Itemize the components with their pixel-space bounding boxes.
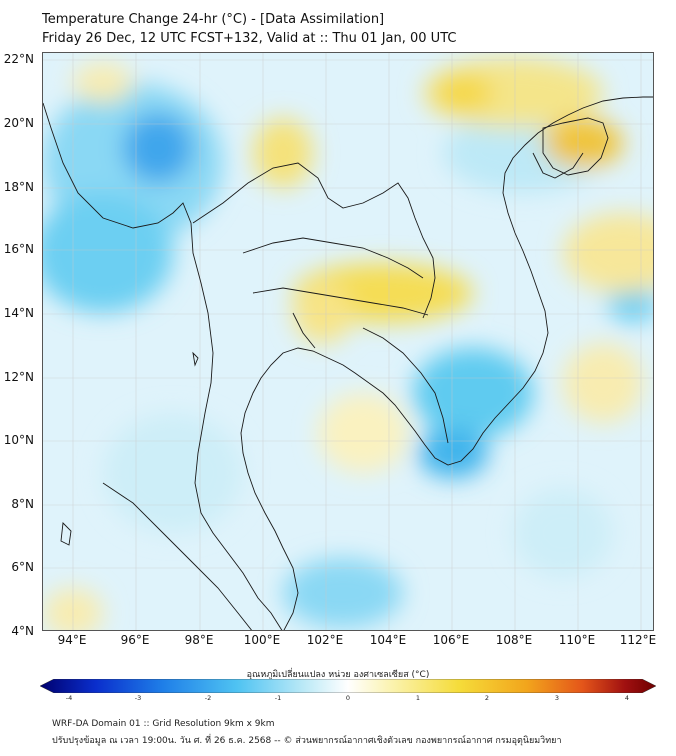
colorbar-tick: 0	[345, 694, 351, 702]
map-canvas	[43, 53, 653, 630]
lat-label-4n: 4°N	[11, 624, 34, 638]
footer-credit: ปรับปรุงข้อมูล ณ เวลา 19:00น. วัน ศ. ที่…	[52, 736, 562, 746]
colorbar-tick: 2	[484, 694, 490, 702]
lon-label-104e: 104°E	[369, 633, 407, 647]
lon-label-98e: 98°E	[184, 633, 214, 647]
lon-label-108e: 108°E	[495, 633, 533, 647]
lon-label-106e: 106°E	[432, 633, 470, 647]
colorbar-tick: 3	[554, 694, 560, 702]
footer-model-info: WRF-DA Domain 01 :: Grid Resolution 9km …	[52, 719, 275, 729]
coastlines	[43, 96, 653, 630]
lon-label-96e: 96°E	[120, 633, 150, 647]
lat-label-6n: 6°N	[11, 560, 34, 574]
lat-label-16n: 16°N	[3, 242, 34, 256]
lon-label-94e: 94°E	[57, 633, 87, 647]
colorbar-tick: 1	[415, 694, 421, 702]
lat-label-8n: 8°N	[11, 497, 34, 511]
lat-label-22n: 22°N	[3, 52, 34, 66]
colorbar-title: อุณหภูมิเปลี่ยนแปลง หน่วย องศาเซลเซียส (…	[246, 670, 430, 680]
colorbar-tick: 4	[624, 694, 630, 702]
colorbar-tick: -2	[204, 694, 212, 702]
lat-label-14n: 14°N	[3, 306, 34, 320]
lon-label-110e: 110°E	[558, 633, 596, 647]
colorbar	[40, 679, 656, 693]
lat-label-18n: 18°N	[3, 180, 34, 194]
map-subtitle: Friday 26 Dec, 12 UTC FCST+132, Valid at…	[42, 31, 457, 46]
lat-label-20n: 20°N	[3, 116, 34, 130]
colorbar-tick: -4	[65, 694, 73, 702]
colorbar-gradient	[40, 679, 656, 693]
colorbar-tick: -3	[134, 694, 142, 702]
grid-lines	[43, 53, 653, 630]
lon-label-100e: 100°E	[243, 633, 281, 647]
map-title: Temperature Change 24-hr (°C) - [Data As…	[42, 12, 385, 27]
colorbar-tick: -1	[274, 694, 282, 702]
lon-label-102e: 102°E	[306, 633, 344, 647]
lon-label-112e: 112°E	[619, 633, 657, 647]
lat-label-10n: 10°N	[3, 433, 34, 447]
lat-label-12n: 12°N	[3, 370, 34, 384]
temperature-change-map	[42, 52, 654, 631]
